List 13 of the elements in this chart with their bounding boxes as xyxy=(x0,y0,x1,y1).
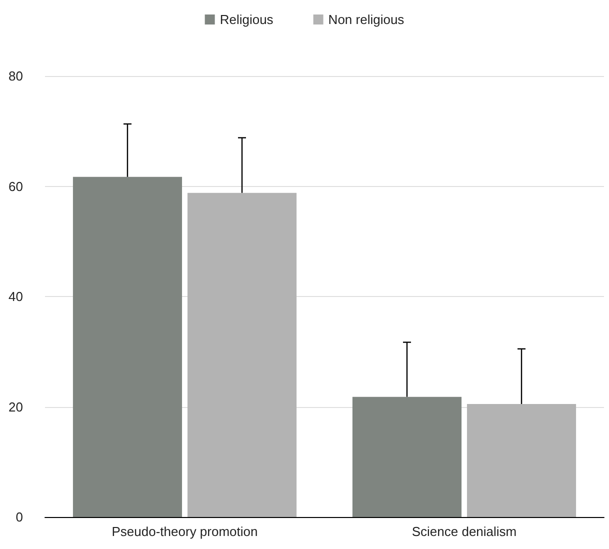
y-tick-label: 60 xyxy=(8,178,23,194)
y-tick-label: 0 xyxy=(16,510,23,524)
bar xyxy=(72,176,182,517)
y-tick-label: 20 xyxy=(8,399,23,414)
y-tick-label: 80 xyxy=(8,68,23,84)
x-tick-label: Science denialism xyxy=(412,524,517,539)
bar xyxy=(466,404,576,517)
legend-label: Non religious xyxy=(328,12,405,27)
y-tick-label: 40 xyxy=(8,289,23,304)
bar xyxy=(352,396,462,517)
legend-label: Religious xyxy=(220,12,274,27)
bar xyxy=(187,192,297,517)
x-tick-label: Pseudo-theory promotion xyxy=(112,524,258,539)
